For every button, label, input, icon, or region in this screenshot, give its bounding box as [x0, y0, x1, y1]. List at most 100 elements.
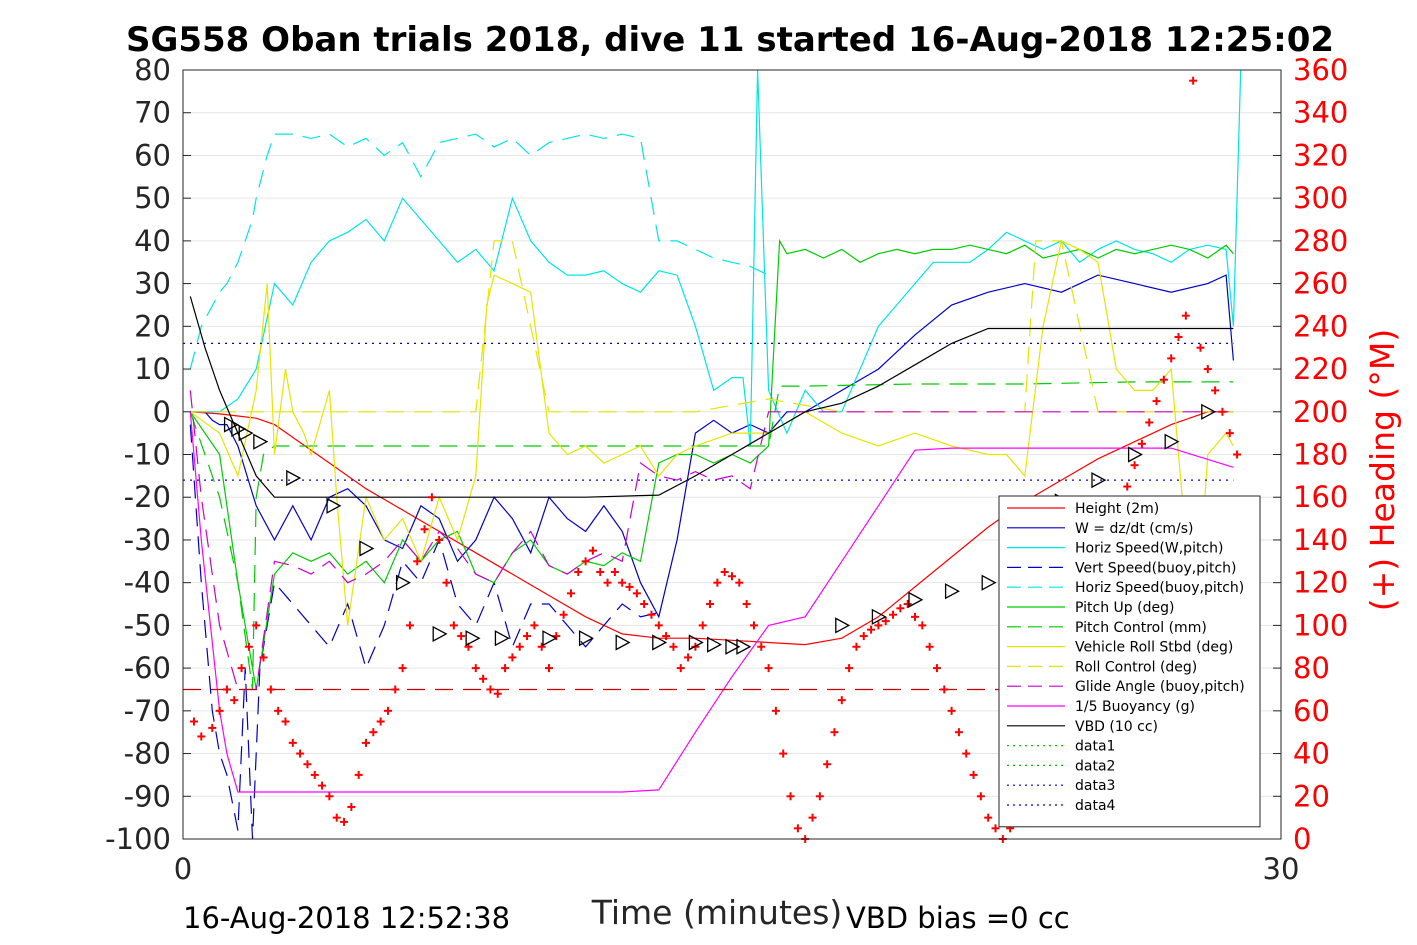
heading-point [1123, 482, 1132, 491]
x-tick-label-1: 30 [1263, 852, 1300, 886]
right-tick-label-7: 220 [1293, 352, 1348, 386]
heading-point [845, 664, 854, 673]
heading-point [318, 781, 327, 790]
right-tick-label-13: 100 [1293, 608, 1348, 642]
heading-point [991, 824, 1000, 833]
heading-point [325, 792, 334, 801]
triangle-marker [1091, 472, 1107, 489]
triangle-marker [395, 574, 411, 591]
right-tick-label-2: 320 [1293, 138, 1348, 172]
heading-point [457, 632, 466, 641]
heading-point [867, 625, 876, 634]
heading-point [1225, 429, 1234, 438]
heading-point [962, 749, 971, 758]
heading-point [720, 567, 729, 576]
heading-point [559, 610, 568, 619]
heading-point [1211, 386, 1220, 395]
heading-point [1152, 397, 1161, 406]
heading-point [303, 760, 312, 769]
footer-vbd-bias: VBD bias =0 cc [846, 901, 1070, 935]
heading-point [918, 621, 927, 630]
triangle-marker [326, 497, 342, 514]
series-line-10 [189, 411, 1234, 793]
series-line-1 [190, 274, 1234, 619]
series-layer [183, 69, 1242, 840]
right-tick-label-0: 360 [1293, 53, 1348, 87]
heading-point [281, 717, 290, 726]
heading-point [391, 685, 400, 694]
triangle-marker [981, 574, 997, 591]
heading-point [523, 632, 532, 641]
legend-label-8: Roll Control (deg) [1075, 659, 1197, 675]
heading-point [405, 621, 414, 630]
heading-point [603, 578, 612, 587]
heading-point [222, 685, 231, 694]
heading-point [954, 728, 963, 737]
heading-point [757, 642, 766, 651]
heading-point [742, 600, 751, 609]
heading-point [728, 572, 736, 581]
series-line-7 [189, 240, 1234, 626]
heading-point [771, 706, 780, 715]
heading-point [896, 604, 905, 613]
left-tick-label-17: -90 [124, 779, 171, 813]
heading-point [713, 578, 722, 587]
heading-point [574, 567, 583, 576]
heading-point [215, 706, 224, 715]
heading-point [486, 685, 495, 694]
legend-label-9: Glide Angle (buoy,pitch) [1075, 679, 1245, 695]
triangle-marker [286, 469, 302, 487]
series-line-11 [189, 296, 1234, 498]
left-tick-label-16: -80 [124, 737, 171, 771]
heading-point [911, 612, 919, 621]
heading-point [530, 621, 539, 630]
heading-point [259, 653, 268, 662]
left-tick-label-7: 10 [134, 352, 171, 386]
heading-point [852, 642, 861, 651]
right-tick-label-17: 20 [1293, 779, 1330, 813]
heading-point [208, 723, 217, 732]
left-tick-label-2: 60 [134, 138, 171, 172]
triangle-marker [615, 634, 631, 651]
heading-point [669, 642, 678, 651]
heading-point [354, 770, 363, 779]
left-tick-label-15: -70 [124, 694, 171, 728]
legend-label-3: Vert Speed(buoy,pitch) [1075, 560, 1237, 576]
x-axis: 0 30 [174, 831, 1300, 886]
heading-point [837, 696, 846, 705]
right-tick-label-8: 200 [1293, 395, 1348, 429]
heading-point [706, 600, 715, 609]
legend-label-7: Vehicle Roll Stbd (deg) [1075, 640, 1233, 656]
left-y-axis: 80 70 60 50 40 30 20 10 0 -10 -20 -30 -40 -50 -60 -70 -8… [105, 53, 191, 856]
heading-point [779, 749, 788, 758]
heading-point [654, 621, 663, 630]
heading-point [189, 717, 198, 726]
triangle-marker [652, 634, 668, 651]
heading-point [197, 732, 206, 741]
heading-point [764, 664, 773, 673]
heading-point [1167, 354, 1176, 363]
series-line-2 [190, 69, 1242, 447]
chart-title: SG558 Oban trials 2018, dive 11 started … [126, 20, 1334, 60]
right-tick-label-5: 260 [1293, 267, 1348, 301]
triangle-marker [908, 591, 924, 608]
right-tick-label-16: 40 [1293, 737, 1330, 771]
legend-label-10: 1/5 Buoyancy (g) [1075, 699, 1195, 715]
triangle-marker [1201, 403, 1217, 420]
heading-point [266, 685, 275, 694]
heading-point [881, 617, 890, 626]
left-tick-label-11: -30 [124, 523, 171, 557]
triangle-marker [432, 625, 448, 643]
right-tick-label-3: 300 [1293, 181, 1348, 215]
heading-point [479, 674, 488, 683]
legend-label-0: Height (2m) [1075, 501, 1159, 517]
heading-point [413, 557, 422, 566]
left-tick-label-5: 30 [134, 267, 171, 301]
heading-point [940, 685, 949, 694]
heading-point [859, 632, 868, 641]
triangle-marker [835, 617, 851, 634]
triangle-marker [736, 638, 752, 655]
heading-point [471, 664, 480, 673]
heading-point [310, 770, 319, 779]
